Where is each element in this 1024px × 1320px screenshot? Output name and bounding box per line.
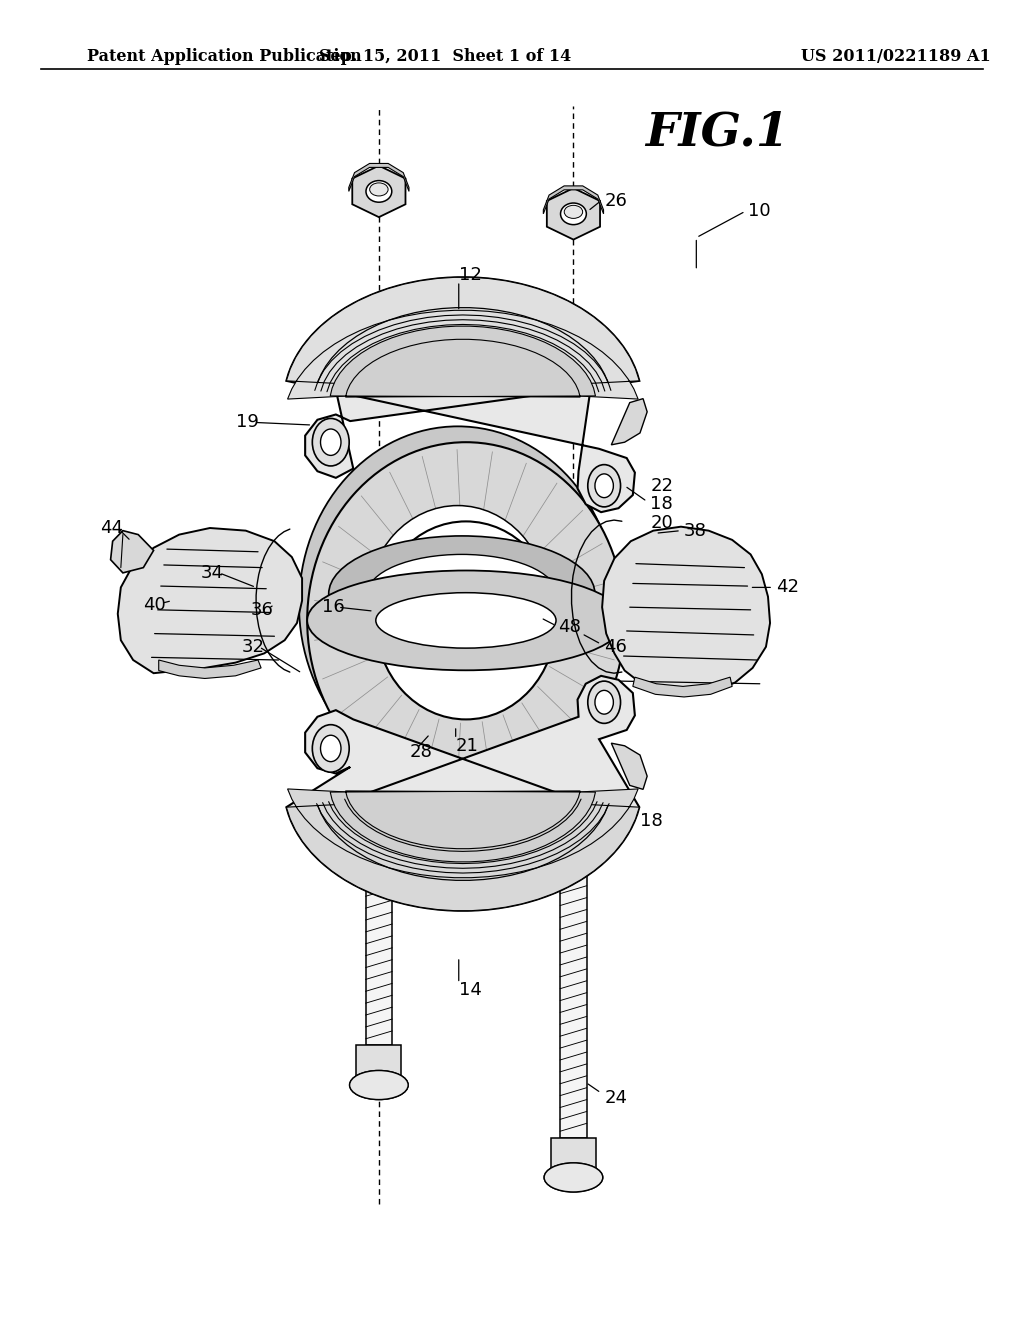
- Polygon shape: [633, 677, 732, 697]
- Ellipse shape: [376, 521, 556, 719]
- Polygon shape: [544, 186, 603, 214]
- Ellipse shape: [349, 1071, 409, 1100]
- Polygon shape: [118, 528, 302, 673]
- Circle shape: [321, 735, 341, 762]
- Text: 21: 21: [456, 737, 478, 755]
- Text: 34: 34: [201, 564, 223, 582]
- Polygon shape: [349, 164, 409, 191]
- Text: Sep. 15, 2011  Sheet 1 of 14: Sep. 15, 2011 Sheet 1 of 14: [319, 48, 571, 65]
- Text: 26: 26: [604, 191, 627, 210]
- Text: Patent Application Publication: Patent Application Publication: [87, 48, 361, 65]
- Polygon shape: [560, 818, 587, 1138]
- Polygon shape: [287, 277, 639, 399]
- Text: 28: 28: [410, 743, 432, 762]
- Text: 18: 18: [640, 812, 663, 830]
- Circle shape: [312, 418, 349, 466]
- Ellipse shape: [368, 554, 556, 634]
- Polygon shape: [602, 527, 770, 694]
- Text: 19: 19: [236, 413, 258, 432]
- Ellipse shape: [370, 183, 388, 195]
- Polygon shape: [611, 399, 647, 445]
- Ellipse shape: [544, 1163, 603, 1192]
- Text: 46: 46: [604, 638, 627, 656]
- Text: 18: 18: [650, 495, 673, 513]
- Circle shape: [595, 474, 613, 498]
- Text: 40: 40: [143, 595, 166, 614]
- Polygon shape: [287, 277, 639, 512]
- Polygon shape: [159, 660, 261, 678]
- Polygon shape: [551, 1138, 596, 1170]
- Polygon shape: [330, 326, 596, 397]
- Text: 16: 16: [322, 598, 344, 616]
- Polygon shape: [611, 743, 647, 789]
- Text: 38: 38: [684, 521, 707, 540]
- Polygon shape: [366, 795, 392, 1045]
- Ellipse shape: [349, 1071, 409, 1100]
- Ellipse shape: [307, 570, 625, 671]
- Circle shape: [588, 465, 621, 507]
- Text: 24: 24: [604, 1089, 627, 1107]
- Ellipse shape: [376, 593, 556, 648]
- Ellipse shape: [368, 506, 548, 704]
- Polygon shape: [330, 791, 596, 862]
- Polygon shape: [352, 166, 406, 216]
- Text: 42: 42: [776, 578, 799, 597]
- Polygon shape: [111, 531, 154, 573]
- Ellipse shape: [299, 426, 616, 783]
- Circle shape: [312, 725, 349, 772]
- Text: 20: 20: [650, 513, 673, 532]
- Text: 10: 10: [748, 202, 770, 220]
- Text: 36: 36: [251, 601, 273, 619]
- Ellipse shape: [560, 203, 587, 224]
- Ellipse shape: [329, 536, 595, 652]
- Ellipse shape: [307, 442, 625, 799]
- Polygon shape: [547, 189, 600, 240]
- Polygon shape: [287, 676, 639, 911]
- Text: FIG.1: FIG.1: [645, 110, 788, 154]
- Text: US 2011/0221189 A1: US 2011/0221189 A1: [801, 48, 991, 65]
- Circle shape: [588, 681, 621, 723]
- Text: 22: 22: [650, 477, 673, 495]
- Text: 14: 14: [459, 981, 481, 999]
- Text: 44: 44: [100, 519, 123, 537]
- Circle shape: [595, 690, 613, 714]
- Circle shape: [321, 429, 341, 455]
- Ellipse shape: [366, 181, 392, 202]
- Ellipse shape: [564, 206, 583, 218]
- Polygon shape: [287, 789, 639, 911]
- Text: 32: 32: [242, 638, 264, 656]
- Text: 12: 12: [459, 265, 481, 284]
- Ellipse shape: [544, 1163, 603, 1192]
- Polygon shape: [356, 1045, 401, 1077]
- Text: 48: 48: [558, 618, 581, 636]
